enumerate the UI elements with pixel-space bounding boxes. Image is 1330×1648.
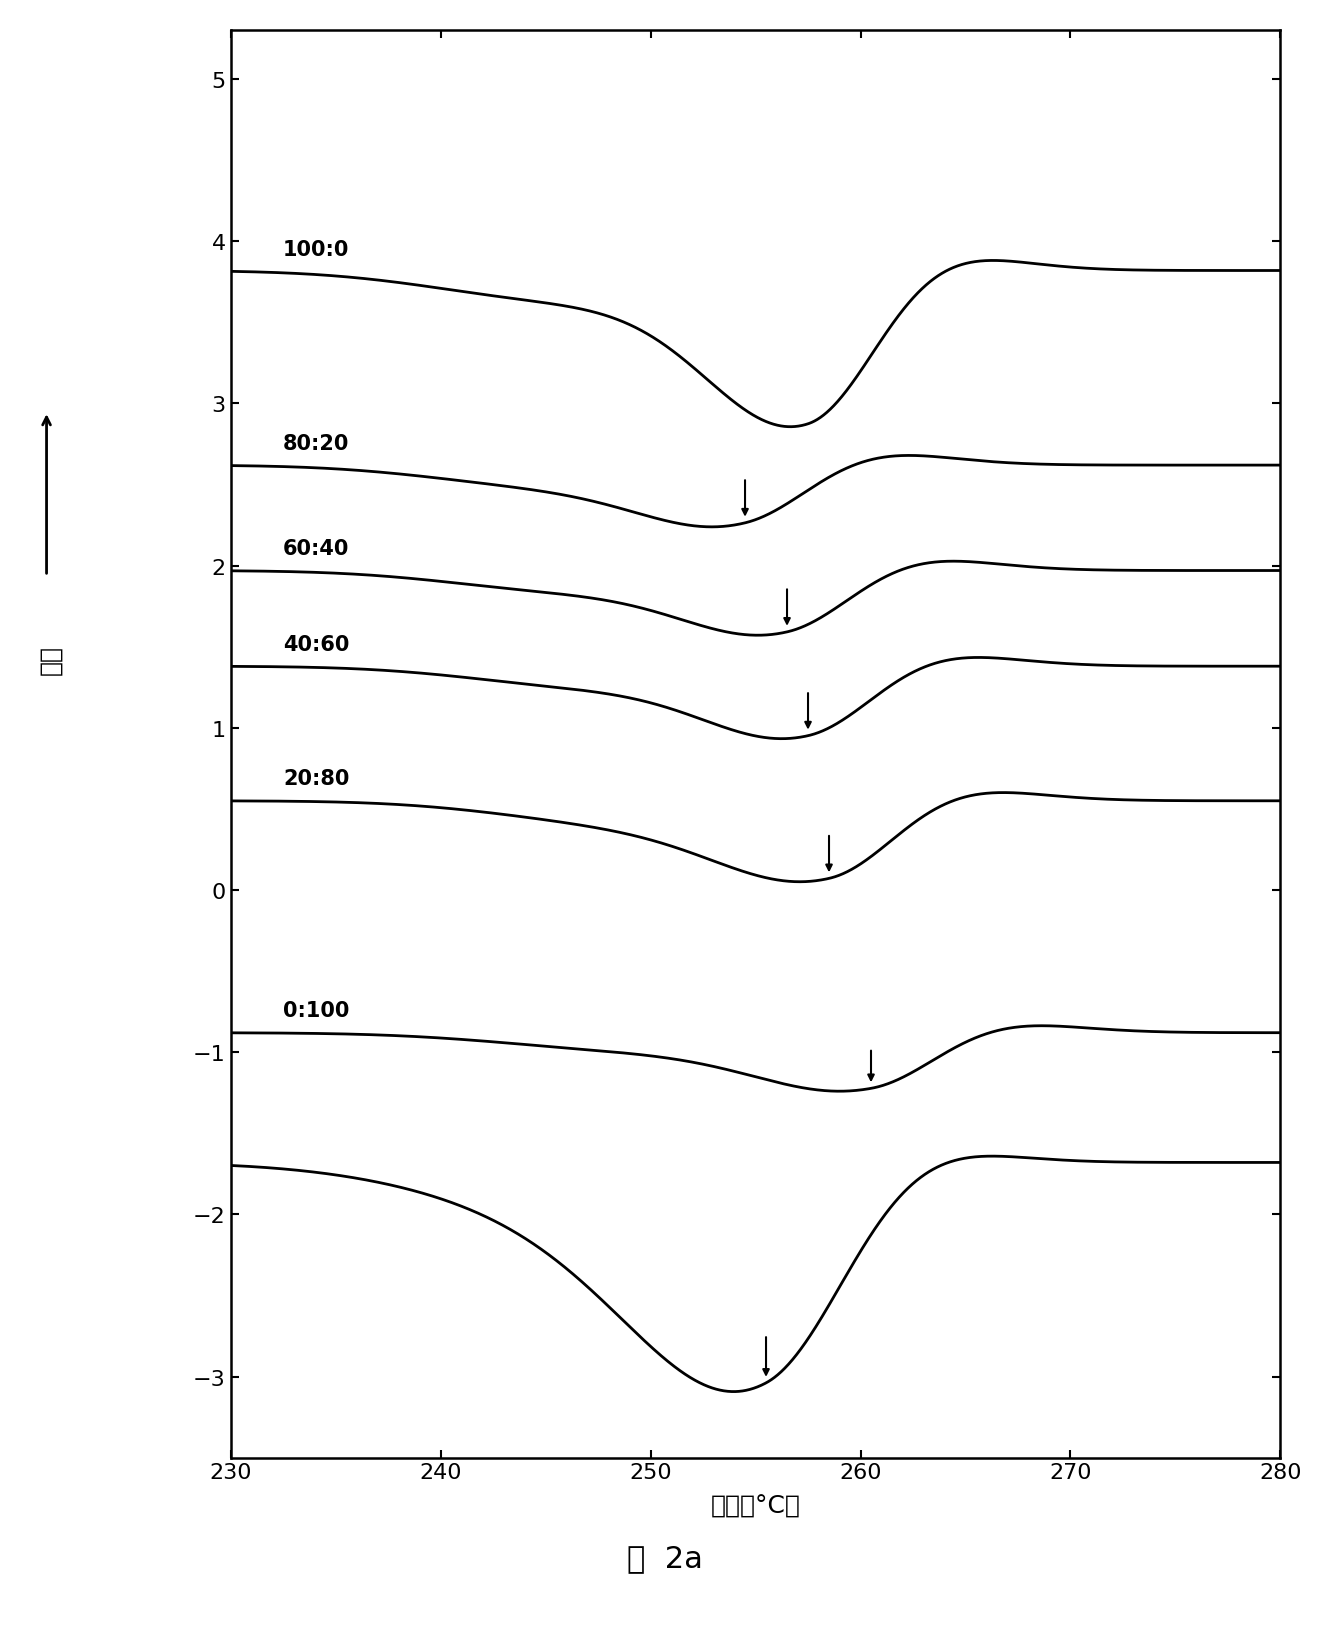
Text: 吸热: 吸热 xyxy=(39,644,63,674)
Text: 图  2a: 图 2a xyxy=(626,1543,704,1572)
Text: 100:0: 100:0 xyxy=(283,241,350,260)
Text: 80:20: 80:20 xyxy=(283,433,350,455)
Text: 20:80: 20:80 xyxy=(283,768,350,789)
Text: 0:100: 0:100 xyxy=(283,1000,350,1020)
Text: 60:40: 60:40 xyxy=(283,539,350,559)
Text: 40:60: 40:60 xyxy=(283,634,350,654)
X-axis label: 温度（°C）: 温度（°C） xyxy=(710,1493,801,1518)
